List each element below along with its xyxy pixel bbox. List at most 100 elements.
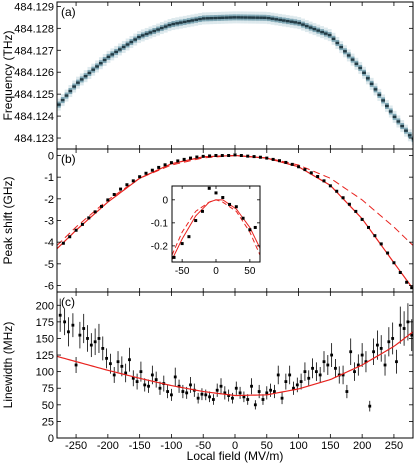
- heatmap-cell-peak: [144, 32, 149, 36]
- linewidth-point: [345, 390, 349, 393]
- linewidth-point: [368, 404, 372, 408]
- linewidth-point: [261, 398, 265, 401]
- heatmap-cell-peak: [247, 16, 252, 19]
- inset-point: [180, 242, 184, 246]
- heatmap-cell-peak: [198, 17, 202, 21]
- heatmap-cell-peak: [396, 120, 401, 123]
- linewidth-point: [82, 327, 86, 330]
- inset-point: [200, 209, 204, 213]
- linewidth-point: [322, 360, 326, 364]
- linewidth-point: [372, 350, 375, 354]
- peak-shift-point: [360, 217, 364, 221]
- panel-a: 484.123 484.124 484.125 484.126 484.127 484.1…: [1, 1, 414, 150]
- peak-shift-point: [316, 175, 320, 179]
- linewidth-point: [273, 390, 276, 393]
- inset-point: [253, 225, 257, 229]
- heatmap-cell-peak: [102, 58, 107, 62]
- heatmap-cell-peak: [327, 33, 332, 37]
- panel-b-inset: -50 0 50 -0.2 -0.1 0: [151, 185, 261, 277]
- heatmap-cell-peak: [339, 45, 344, 49]
- linewidth-point: [303, 370, 307, 374]
- linewidth-point: [395, 360, 398, 364]
- panel-c-ytick-label: 175: [36, 317, 54, 329]
- panel-c-ytick-label: 75: [42, 383, 54, 395]
- heatmap-cell-peak: [125, 43, 130, 46]
- peak-shift-point: [258, 155, 262, 159]
- linewidth-point: [284, 380, 288, 383]
- heatmap-cell-peak: [293, 21, 298, 24]
- peak-shift-point: [328, 184, 332, 188]
- panel-c-xtick-label: -50: [195, 440, 211, 452]
- linewidth-point: [341, 373, 345, 377]
- peak-shift-point: [138, 175, 142, 179]
- linewidth-point: [223, 391, 227, 395]
- linewidth-point: [124, 371, 128, 375]
- heatmap-cell-peak: [411, 137, 413, 141]
- panel-c-plot: [57, 298, 413, 412]
- peak-shift-point: [265, 156, 269, 160]
- panel-c-xtick-label: 150: [321, 440, 339, 452]
- linewidth-point: [74, 363, 78, 367]
- peak-shift-point: [74, 228, 78, 232]
- panel-c-ytick-label: 25: [42, 416, 54, 428]
- panel-c-xtick-label: 0: [232, 440, 238, 452]
- peak-shift-point: [335, 189, 339, 193]
- inset-ytick-label: -0.1: [151, 218, 169, 229]
- peak-shift-point: [100, 204, 103, 208]
- linewidth-point: [360, 353, 364, 357]
- peak-shift-point: [367, 225, 370, 229]
- linewidth-point: [334, 366, 337, 370]
- panel-c-xtick-label: 100: [289, 440, 307, 452]
- peak-shift-point: [246, 154, 250, 158]
- peak-shift-point: [87, 216, 91, 220]
- heatmap-cell-peak: [152, 29, 157, 33]
- heatmap-cell-peak: [365, 77, 370, 80]
- linewidth-point: [391, 337, 395, 340]
- peak-shift-point: [125, 183, 129, 187]
- peak-shift-point: [373, 234, 377, 238]
- linewidth-point: [379, 347, 383, 350]
- heatmap-cell-peak: [240, 16, 244, 19]
- panel-a-ytick-label: 484.126: [14, 67, 54, 79]
- heatmap-cell-peak: [64, 94, 69, 97]
- panel-c-xtick-label: -200: [97, 440, 119, 452]
- heatmap-cell-peak: [213, 16, 218, 20]
- linewidth-point: [326, 363, 330, 367]
- linewidth-point: [269, 388, 272, 392]
- linewidth-point: [185, 391, 189, 395]
- inset-xtick-label: -50: [175, 266, 190, 277]
- panel-b-label: (b): [61, 152, 76, 166]
- linewidth-point: [71, 323, 75, 327]
- linewidth-point: [170, 393, 173, 397]
- heatmap-cell-peak: [308, 26, 313, 29]
- linewidth-point: [311, 366, 314, 370]
- panel-c-ylabel: Linewidth (MHz): [1, 322, 15, 409]
- heatmap-cell-peak: [316, 29, 321, 32]
- panel-b-xticks: [75, 149, 395, 292]
- heatmap-cell-peak: [72, 85, 77, 88]
- linewidth-point: [128, 358, 131, 362]
- peak-shift-point: [322, 179, 326, 183]
- peak-shift-point: [150, 168, 154, 172]
- linewidth-point: [314, 370, 318, 374]
- linewidth-point: [204, 393, 208, 397]
- panel-b-ytick-label: -1: [44, 172, 54, 184]
- heatmap-cell-peak: [68, 89, 73, 93]
- peak-shift-point: [195, 155, 199, 159]
- peak-shift-point: [379, 242, 383, 246]
- heatmap-cell-peak: [331, 37, 336, 41]
- heatmap-cell-peak: [385, 104, 389, 108]
- heatmap-cell-peak: [137, 35, 141, 39]
- linewidth-point: [181, 390, 185, 393]
- peak-shift-point: [239, 154, 243, 157]
- peak-shift-point: [278, 159, 281, 163]
- peak-shift-point: [290, 162, 294, 166]
- inset-point: [214, 191, 218, 195]
- heatmap-cell-peak: [270, 17, 275, 20]
- heatmap-cell-peak: [404, 129, 408, 132]
- peak-shift-point: [309, 171, 313, 175]
- heatmap-cell-peak: [243, 16, 248, 19]
- linewidth-point: [383, 363, 387, 367]
- panel-a-heatmap: [57, 11, 413, 146]
- linewidth-point: [105, 356, 108, 360]
